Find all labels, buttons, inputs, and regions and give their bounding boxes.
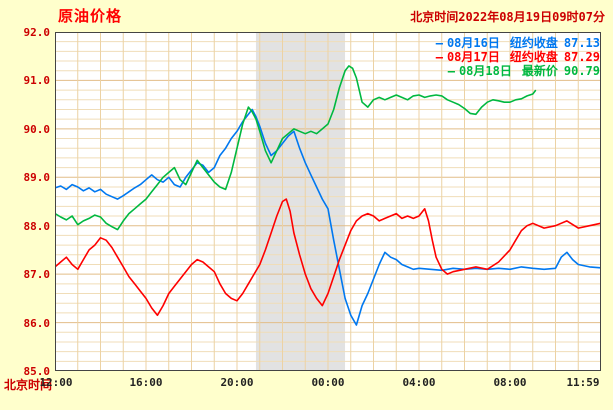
price-chart — [54, 32, 602, 371]
series-line-2 — [54, 65, 537, 231]
legend-label: 纽约收盘 — [509, 36, 558, 50]
legend-value: 87.13 — [563, 36, 600, 50]
legend-date: 08月18日 — [458, 64, 512, 78]
x-axis-tick-label: 12:00 — [39, 376, 73, 389]
x-axis-tick-label: 08:00 — [493, 376, 527, 389]
y-axis-tick-label: 91.0 — [23, 74, 51, 88]
y-axis-tick-label: 89.0 — [23, 171, 51, 185]
beijing-timestamp: 北京时间2022年08月19日09时07分 — [410, 10, 605, 24]
y-axis-tick-label: 88.0 — [23, 219, 51, 233]
legend-value: 87.29 — [563, 50, 600, 64]
x-axis-tick-label: 20:00 — [220, 376, 254, 389]
y-axis-tick-label: 92.0 — [23, 26, 51, 39]
legend-value: 90.79 — [563, 64, 600, 78]
legend-item-aug17: —08月17日 纽约收盘 87.29 — [436, 50, 600, 64]
plot-area — [54, 32, 602, 371]
legend-color-dash-green: — — [447, 64, 455, 78]
y-axis-tick-label: 90.0 — [23, 122, 51, 136]
y-axis-tick-label: 85.0 — [23, 365, 51, 378]
legend-label: 最新价 — [521, 64, 558, 78]
legend-label: 纽约收盘 — [509, 50, 558, 64]
x-axis-tick-label: 16:00 — [129, 376, 163, 389]
legend: —08月16日 纽约收盘 87.13 —08月17日 纽约收盘 87.29 —08月18… — [436, 36, 600, 78]
x-axis-tick-label: 11:59 — [566, 376, 600, 389]
page-title: 原油价格 — [58, 7, 123, 25]
x-axis-tick-label: 00:00 — [311, 376, 345, 389]
y-axis-tick-label: 86.0 — [23, 316, 51, 330]
legend-date: 08月17日 — [446, 50, 500, 64]
x-axis-title: 北京时间 — [4, 378, 53, 392]
legend-color-dash-blue: — — [435, 36, 443, 50]
series-line-1 — [54, 198, 602, 317]
legend-item-aug16: —08月16日 纽约收盘 87.13 — [436, 36, 600, 50]
legend-date: 08月16日 — [446, 36, 500, 50]
shaded-band — [255, 32, 346, 371]
legend-item-aug18: —08月18日 最新价 90.79 — [436, 64, 600, 78]
plot-border — [55, 32, 601, 371]
y-axis-tick-label: 87.0 — [23, 268, 51, 282]
x-axis-tick-label: 04:00 — [402, 376, 436, 389]
legend-color-dash-red: — — [435, 50, 443, 64]
